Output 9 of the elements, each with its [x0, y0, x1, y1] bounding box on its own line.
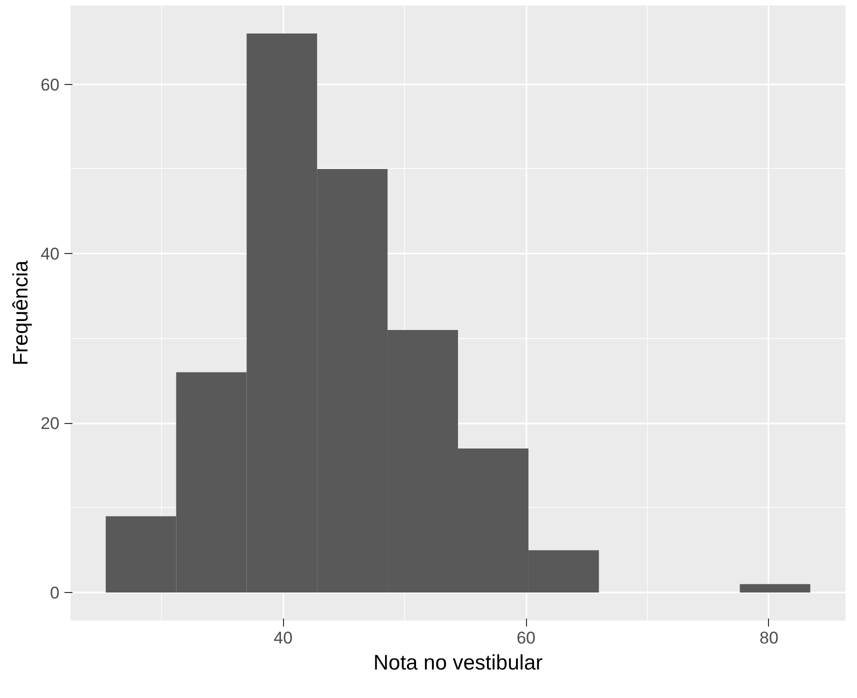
x-axis-title: Nota no vestibular	[373, 652, 543, 674]
y-axis-title: Frequência	[10, 260, 33, 366]
y-tick-label: 60	[40, 75, 60, 94]
x-tick-label: 80	[760, 628, 778, 648]
x-tick-label: 40	[274, 628, 293, 648]
y-tick-label: 40	[40, 244, 60, 264]
y-tick-label: 20	[40, 414, 60, 434]
x-tick-label: 60	[516, 628, 536, 648]
y-tick-label: 0	[50, 584, 60, 603]
